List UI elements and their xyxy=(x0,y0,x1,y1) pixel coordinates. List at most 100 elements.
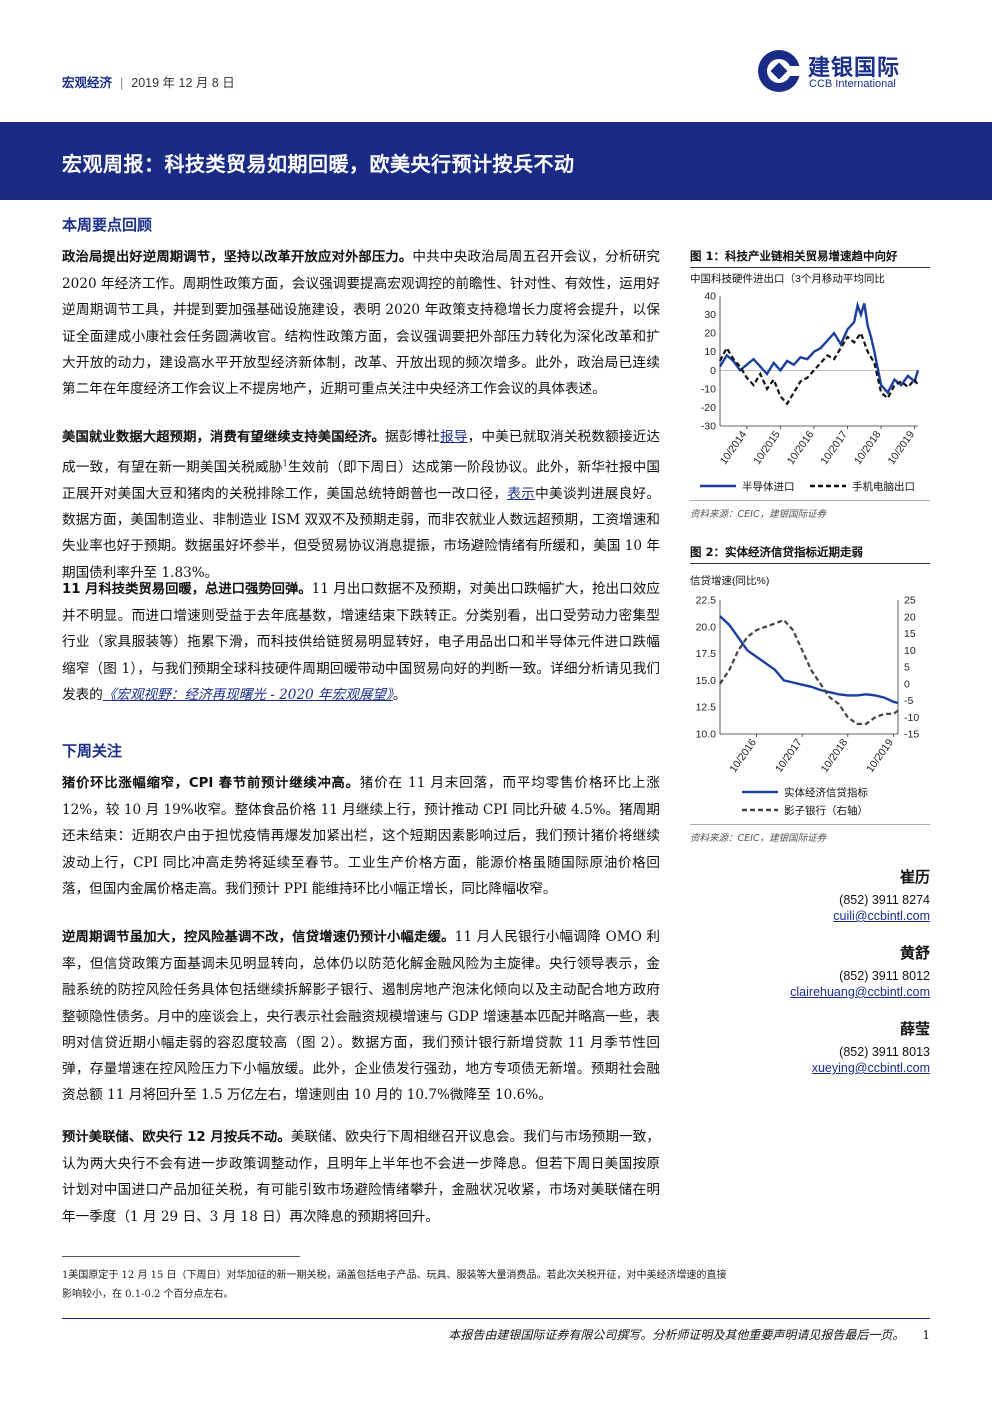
review-heading: 本周要点回顾 xyxy=(62,216,153,234)
analyst-email[interactable]: cuili@ccbintl.com xyxy=(833,909,930,923)
x-tick-label: 10/2014 xyxy=(718,429,750,467)
series-line xyxy=(719,618,899,725)
x-tick-label: 10/2015 xyxy=(751,429,783,467)
y-axis-label: 信贷增速(同比%) xyxy=(690,574,769,587)
analyst-name: 崔历 xyxy=(899,868,930,886)
header-bar: 宏观经济 | 2019 年 12 月 8 日 xyxy=(62,72,235,91)
footer: 本报告由建银国际证券有限公司撰写。分析师证明及其他重要声明请见报告最后一页。 1 xyxy=(448,1326,930,1343)
outlook-report-link[interactable]: 《宏观视野：经济再现曙光 - 2020 年宏观展望》 xyxy=(102,686,393,703)
y-tick-label: 0 xyxy=(710,365,716,377)
figure2-source: 资料来源：CEIC，建银国际证券 xyxy=(690,833,827,844)
paragraph-text: 。 xyxy=(392,686,407,703)
paragraph-text: 11 月人民银行小幅调降 OMO 利率，但信贷政策方面基调未见明显转向，总体仍以… xyxy=(62,929,660,1104)
report-title: 宏观周报：科技类贸易如期回暖，欧美央行预计按兵不动 xyxy=(62,152,575,176)
y2-tick-label: -5 xyxy=(904,695,913,707)
y-tick-label: 20.0 xyxy=(696,621,717,633)
series-line xyxy=(718,300,920,395)
legend-label: 影子银行（右轴） xyxy=(784,804,868,817)
bloomberg-report-link[interactable]: 报导 xyxy=(440,429,468,445)
series-line xyxy=(719,330,919,406)
figure2-caption: 图 2：实体经济信贷指标近期走弱 xyxy=(690,544,930,564)
paragraph-us-jobs: 美国就业数据大超预期，消费有望继续支持美国经济。据彭博社报导，中美已就取消关税数… xyxy=(62,424,660,586)
y-tick-label: 30 xyxy=(704,309,716,321)
footnote-ref[interactable]: 1 xyxy=(282,459,288,469)
analyst-phone: (852) 3911 8012 xyxy=(839,969,930,983)
section-label: 宏观经济 xyxy=(62,76,113,90)
paragraph-fed-ecb: 预计美联储、欧央行 12 月按兵不动。美联储、欧央行下周相继召开议息会。我们与市… xyxy=(62,1124,660,1230)
y-tick-label: 15.0 xyxy=(696,675,717,687)
x-tick-label: 10/2016 xyxy=(727,737,759,775)
analyst-card: 薛莹 (852) 3911 8013 xueying@ccbintl.com xyxy=(812,1018,930,1075)
x-tick-label: 10/2016 xyxy=(785,429,817,467)
y-tick-label: 12.5 xyxy=(696,702,717,714)
footnote-rule xyxy=(62,1256,300,1257)
ccbi-logo: 建银国际 CCB International xyxy=(756,48,946,100)
x-tick-label: 10/2017 xyxy=(773,737,805,775)
paragraph-text: 有望在新一期美国关税威胁 xyxy=(117,459,283,476)
figure2-chart: 信贷增速(同比%) 22.5 20.0 17.5 15.0 12.5 10.0 25 20 15 1… xyxy=(690,574,919,817)
paragraph-text: ，中美已就取消关税数额接近达成一致， xyxy=(62,429,661,476)
paragraph-text: 猪价在 11 月末回落，而平均零售价格环比上涨 12%，较 10 月 19%收窄… xyxy=(62,775,660,897)
figure1-chart: 中国科技硬件进出口（3个月移动平均同比403020100-10-20-3010/… xyxy=(690,272,920,493)
analyst-email[interactable]: xueying@ccbintl.com xyxy=(811,1061,930,1075)
figure1-source: 资料来源：CEIC，建银国际证券 xyxy=(690,509,827,520)
paragraph-lead: 猪价环比涨幅缩窄，CPI 春节前预计继续冲高。 xyxy=(62,776,360,791)
chart-title: 中国科技硬件进出口（3个月移动平均同比 xyxy=(690,272,885,285)
footer-rule xyxy=(62,1318,930,1319)
paragraph-text: 生效前（即下周日）达成第一阶段协议。此外，新华社报中国正展开对美国大豆和猪肉的关… xyxy=(62,459,661,502)
paragraph-text: 中共中央政治局周五召开会议，分析研究 2020 年经济工作。周期性政策方面，会议… xyxy=(62,249,661,398)
y2-tick-label: 25 xyxy=(904,595,916,607)
y-tick-label: 22.5 xyxy=(696,595,717,607)
y-tick-label: 10.0 xyxy=(696,729,717,741)
paragraph-text: 据彭博社 xyxy=(385,429,441,445)
title-banner: 宏观周报：科技类贸易如期回暖，欧美央行预计按兵不动 xyxy=(0,122,992,200)
analyst-phone: (852) 3911 8274 xyxy=(839,893,930,907)
legend-label: 半导体进口 xyxy=(742,480,795,493)
legend-label: 实体经济信贷指标 xyxy=(784,786,868,799)
paragraph-lead: 逆周期调节虽加大，控风险基调不改，信贷增速仍预计小幅走缓。 xyxy=(62,930,455,945)
y-tick-label: 20 xyxy=(704,328,716,340)
paragraph-lead: 政治局提出好逆周期调节，坚持以改革开放应对外部压力。 xyxy=(62,250,413,265)
paragraph-text: 美联储、欧央行下周相继召开议息会。我们与市场预期一致，认为两大央行不会有进一步政… xyxy=(62,1129,660,1225)
y-tick-label: -30 xyxy=(701,421,716,433)
y2-tick-label: 10 xyxy=(904,645,916,657)
trump-statement-link[interactable]: 表示 xyxy=(507,485,536,502)
y2-tick-label: -15 xyxy=(904,729,919,741)
footer-disclaimer: 本报告由建银国际证券有限公司撰写。分析师证明及其他重要声明请见报告最后一页。 xyxy=(448,1328,905,1342)
y2-tick-label: 15 xyxy=(904,628,916,640)
x-tick-label: 10/2019 xyxy=(885,429,917,467)
analyst-card: 黄舒 (852) 3911 8012 clairehuang@ccbintl.c… xyxy=(790,942,930,999)
x-tick-label: 10/2018 xyxy=(819,737,851,775)
figure2-rule xyxy=(690,824,930,825)
y-tick-label: 40 xyxy=(704,291,716,303)
analyst-name: 黄舒 xyxy=(899,944,930,962)
y2-tick-label: 0 xyxy=(904,678,910,690)
series-line xyxy=(719,615,899,705)
page-number: 1 xyxy=(922,1328,930,1342)
paragraph-text: 11 月出口数据不及预期，对美出口跌幅扩大，抢出口效应并不明显。而进口增速则受益… xyxy=(62,581,660,703)
figure1-rule xyxy=(690,500,930,501)
y2-tick-label: 20 xyxy=(904,611,916,623)
y-tick-label: -10 xyxy=(701,383,716,395)
y2-tick-label: 5 xyxy=(904,662,910,674)
y2-tick-label: -10 xyxy=(904,712,919,724)
ccbi-logo-icon xyxy=(758,50,802,92)
logo-cn-text: 建银国际 xyxy=(808,56,901,81)
report-date: 2019 年 12 月 8 日 xyxy=(131,76,235,90)
logo-en-text: CCB International xyxy=(809,78,896,90)
paragraph-lead: 11 月科技类贸易回暖，总进口强势回弹。 xyxy=(62,582,312,597)
analyst-email[interactable]: clairehuang@ccbintl.com xyxy=(790,985,930,999)
footnote: 1美国原定于 12 月 15 日（下周日）对华加征的新一期关税，涵盖包括电子产品… xyxy=(62,1270,727,1300)
paragraph-lead: 预计美联储、欧央行 12 月按兵不动。 xyxy=(62,1130,291,1145)
x-tick-label: 10/2019 xyxy=(864,737,896,775)
header-separator: | xyxy=(120,76,124,90)
x-tick-label: 10/2018 xyxy=(852,429,884,467)
analyst-phone: (852) 3911 8013 xyxy=(839,1045,930,1059)
paragraph-tech-trade: 11 月科技类贸易回暖，总进口强势回弹。11 月出口数据不及预期，对美出口跌幅扩… xyxy=(62,576,660,708)
analyst-card: 崔历 (852) 3911 8274 cuili@ccbintl.com xyxy=(833,866,930,923)
y-tick-label: 10 xyxy=(704,346,716,358)
legend-label: 手机电脑出口 xyxy=(852,480,915,493)
x-tick-label: 10/2017 xyxy=(818,429,850,467)
y-tick-label: -20 xyxy=(701,402,716,414)
paragraph-politburo: 政治局提出好逆周期调节，坚持以改革开放应对外部压力。中共中央政治局周五召开会议，… xyxy=(62,244,660,402)
